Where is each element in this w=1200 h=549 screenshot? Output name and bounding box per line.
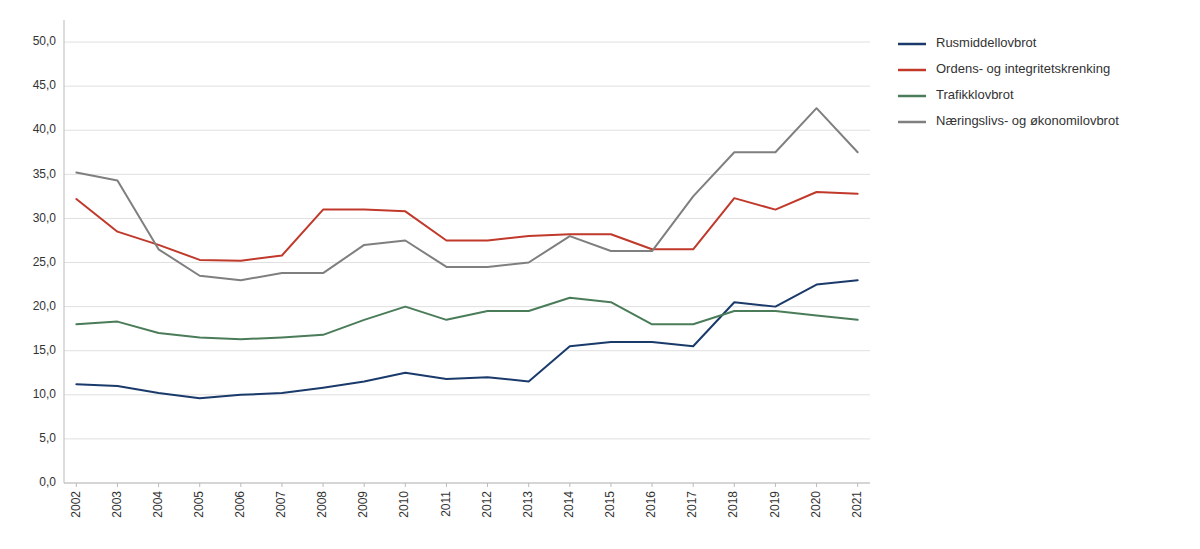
y-tick-label: 5,0 (39, 431, 56, 445)
legend-label: Ordens- og integritetskrenking (936, 61, 1110, 76)
series-line (76, 280, 857, 398)
series-line (76, 108, 857, 280)
x-tick (693, 483, 694, 487)
x-tick (364, 483, 365, 487)
x-tick (323, 483, 324, 487)
x-tick-label: 2013 (521, 491, 535, 518)
grid-line (64, 262, 870, 263)
legend-swatch (898, 121, 926, 124)
grid-line (64, 42, 870, 43)
x-tick-label: 2005 (192, 491, 206, 518)
grid-line (64, 394, 870, 395)
x-tick-label: 2003 (110, 491, 124, 518)
x-tick-label: 2008 (315, 491, 329, 518)
y-tick-label: 45,0 (33, 78, 57, 92)
y-tick-label: 35,0 (33, 167, 57, 181)
x-tick-label: 2020 (809, 491, 823, 518)
x-tick (76, 483, 77, 487)
x-tick-label: 2004 (151, 491, 165, 518)
y-tick-label: 10,0 (33, 387, 57, 401)
y-tick-label: 30,0 (33, 211, 57, 225)
grid-line (64, 350, 870, 351)
y-tick-label: 25,0 (33, 255, 57, 269)
legend-swatch (898, 43, 926, 46)
x-tick-label: 2019 (768, 491, 782, 518)
x-tick-label: 2010 (397, 491, 411, 518)
x-tick (240, 483, 241, 487)
grid-line (64, 174, 870, 175)
grid-line (64, 86, 870, 87)
legend-label: Næringslivs- og økonomilovbrot (936, 113, 1119, 128)
grid-line (64, 483, 870, 484)
x-tick (281, 483, 282, 487)
lines (76, 108, 857, 398)
x-tick (158, 483, 159, 487)
y-tick-label: 40,0 (33, 122, 57, 136)
x-tick (775, 483, 776, 487)
x-tick (199, 483, 200, 487)
x-tick (528, 483, 529, 487)
y-axis-line (64, 20, 65, 483)
x-tick-label: 2011 (439, 491, 453, 517)
x-tick (610, 483, 611, 487)
grid-line (64, 306, 870, 307)
y-axis: 0,0 5,0 10,0 15,0 20,0 25,0 30,0 35,0 40,0 45,0 50… (33, 20, 64, 489)
legend-label: Rusmiddellovbrot (936, 35, 1037, 50)
x-tick (405, 483, 406, 487)
x-tick (816, 483, 817, 487)
x-tick (569, 483, 570, 487)
chart: 0,0 5,0 10,0 15,0 20,0 25,0 30,0 35,0 40,0 45,0 50… (0, 0, 1200, 549)
x-tick-label: 2018 (726, 491, 740, 518)
x-tick-label: 2007 (274, 491, 288, 518)
x-tick-label: 2009 (356, 491, 370, 518)
x-tick-label: 2002 (69, 491, 83, 518)
x-tick-label: 2014 (562, 491, 576, 518)
x-axis: 2002 2003 2004 2005 2006 2007 2008 2009 2010 2011… (64, 483, 870, 518)
series-line (76, 298, 857, 339)
y-tick-label: 20,0 (33, 299, 57, 313)
x-tick-label: 2016 (644, 491, 658, 518)
legend-label: Trafikklovbrot (936, 87, 1014, 102)
y-tick-label: 0,0 (39, 475, 56, 489)
y-tick-label: 15,0 (33, 343, 57, 357)
x-tick (117, 483, 118, 487)
grid-line (64, 130, 870, 131)
x-tick (446, 483, 447, 487)
grid-line (64, 218, 870, 219)
legend-swatch (898, 95, 926, 98)
x-tick-label: 2017 (685, 491, 699, 518)
x-axis-line (64, 483, 870, 484)
x-tick-label: 2006 (233, 491, 247, 518)
grid-line (64, 438, 870, 439)
legend-swatch (898, 69, 926, 72)
x-tick (734, 483, 735, 487)
x-tick (652, 483, 653, 487)
y-grid (64, 42, 870, 483)
x-tick (857, 483, 858, 487)
legend: Rusmiddellovbrot Ordens- og integritetskr… (898, 35, 1119, 128)
series-line (76, 192, 857, 261)
x-tick-label: 2015 (603, 491, 617, 518)
y-tick-label: 50,0 (33, 34, 57, 48)
x-tick-label: 2021 (850, 491, 864, 518)
x-tick-label: 2012 (480, 491, 494, 518)
x-tick (487, 483, 488, 487)
